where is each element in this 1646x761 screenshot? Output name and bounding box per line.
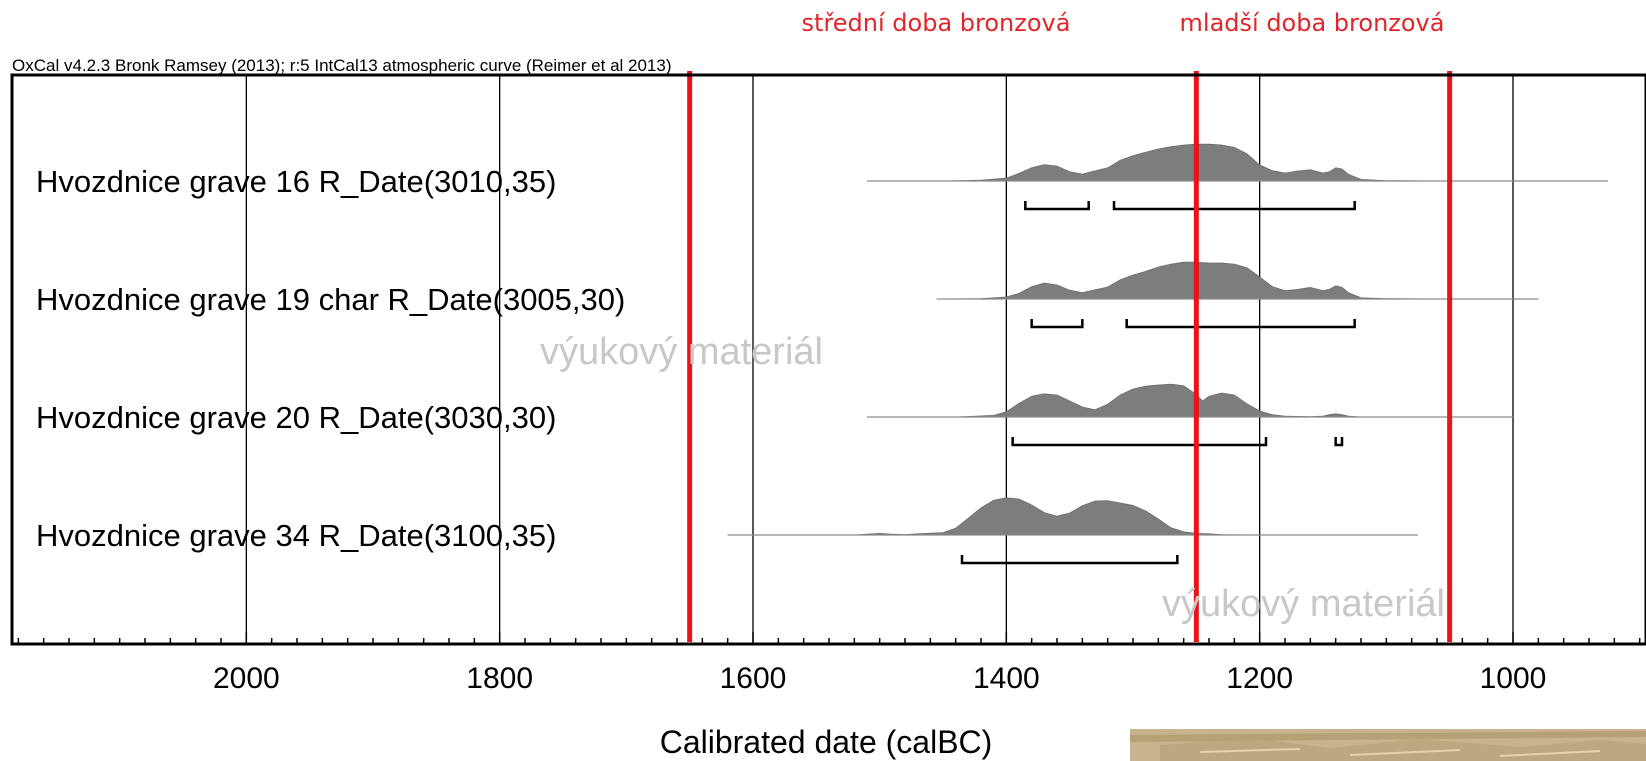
ranges-grave-19 <box>1030 319 1356 329</box>
range-bracket-2-1 <box>1030 319 1084 329</box>
x-tick-label-2000: 2000 <box>213 662 280 695</box>
distribution-grave-34 <box>727 497 1418 536</box>
row-label-grave-19: Hvozdnice grave 19 char R_Date(3005,30) <box>36 282 625 317</box>
series-row-1: Hvozdnice grave 16 R_Date(3010,35) <box>36 143 1608 211</box>
series-row-3: Hvozdnice grave 20 R_Date(3030,30) <box>36 383 1513 447</box>
x-tick-label-1800: 1800 <box>466 662 533 695</box>
x-axis-ticks <box>17 632 1641 644</box>
watermark-1: výukový materiál <box>540 331 823 373</box>
row-label-grave-20: Hvozdnice grave 20 R_Date(3030,30) <box>36 400 556 435</box>
x-tick-label-1000: 1000 <box>1480 662 1547 695</box>
x-tick-label-1600: 1600 <box>720 662 787 695</box>
ranges-grave-34 <box>960 555 1179 565</box>
corner-photo <box>1130 729 1646 761</box>
distribution-grave-19 <box>936 261 1539 300</box>
ranges-grave-20 <box>1011 437 1344 447</box>
plot-frame <box>10 73 1646 646</box>
series-row-4: Hvozdnice grave 34 R_Date(3100,35) <box>36 497 1418 565</box>
range-bracket-3-2 <box>1334 437 1344 447</box>
distribution-grave-16 <box>867 143 1608 182</box>
row-label-grave-34: Hvozdnice grave 34 R_Date(3100,35) <box>36 518 556 553</box>
x-axis-tick-labels: 2000 1800 1600 1400 1200 1000 <box>213 662 1546 695</box>
series-layer: Hvozdnice grave 16 R_Date(3010,35) Hvozd… <box>36 143 1608 565</box>
plot-area: Hvozdnice grave 16 R_Date(3010,35) Hvozd… <box>10 71 1646 695</box>
software-credit: OxCal v4.2.3 Bronk Ramsey (2013); r:5 In… <box>12 56 672 75</box>
vertical-gridlines <box>245 75 1514 644</box>
range-bracket-1-1 <box>1024 201 1090 211</box>
watermark-2: výukový materiál <box>1162 583 1445 625</box>
period-label-late-bronze: mladší doba bronzová <box>1180 9 1445 37</box>
x-tick-label-1400: 1400 <box>973 662 1040 695</box>
range-bracket-3-1 <box>1011 437 1268 447</box>
range-bracket-4-1 <box>960 555 1179 565</box>
x-tick-label-1200: 1200 <box>1226 662 1293 695</box>
ranges-grave-16 <box>1024 201 1356 211</box>
period-label-middle-bronze: střední doba bronzová <box>802 9 1071 37</box>
range-bracket-1-2 <box>1112 201 1356 211</box>
x-axis-title: Calibrated date (calBC) <box>660 724 993 760</box>
period-boundaries <box>687 71 1453 642</box>
distribution-grave-20 <box>867 383 1513 418</box>
range-bracket-2-2 <box>1125 319 1356 329</box>
series-row-2: Hvozdnice grave 19 char R_Date(3005,30) <box>36 261 1539 329</box>
row-label-grave-16: Hvozdnice grave 16 R_Date(3010,35) <box>36 164 556 199</box>
